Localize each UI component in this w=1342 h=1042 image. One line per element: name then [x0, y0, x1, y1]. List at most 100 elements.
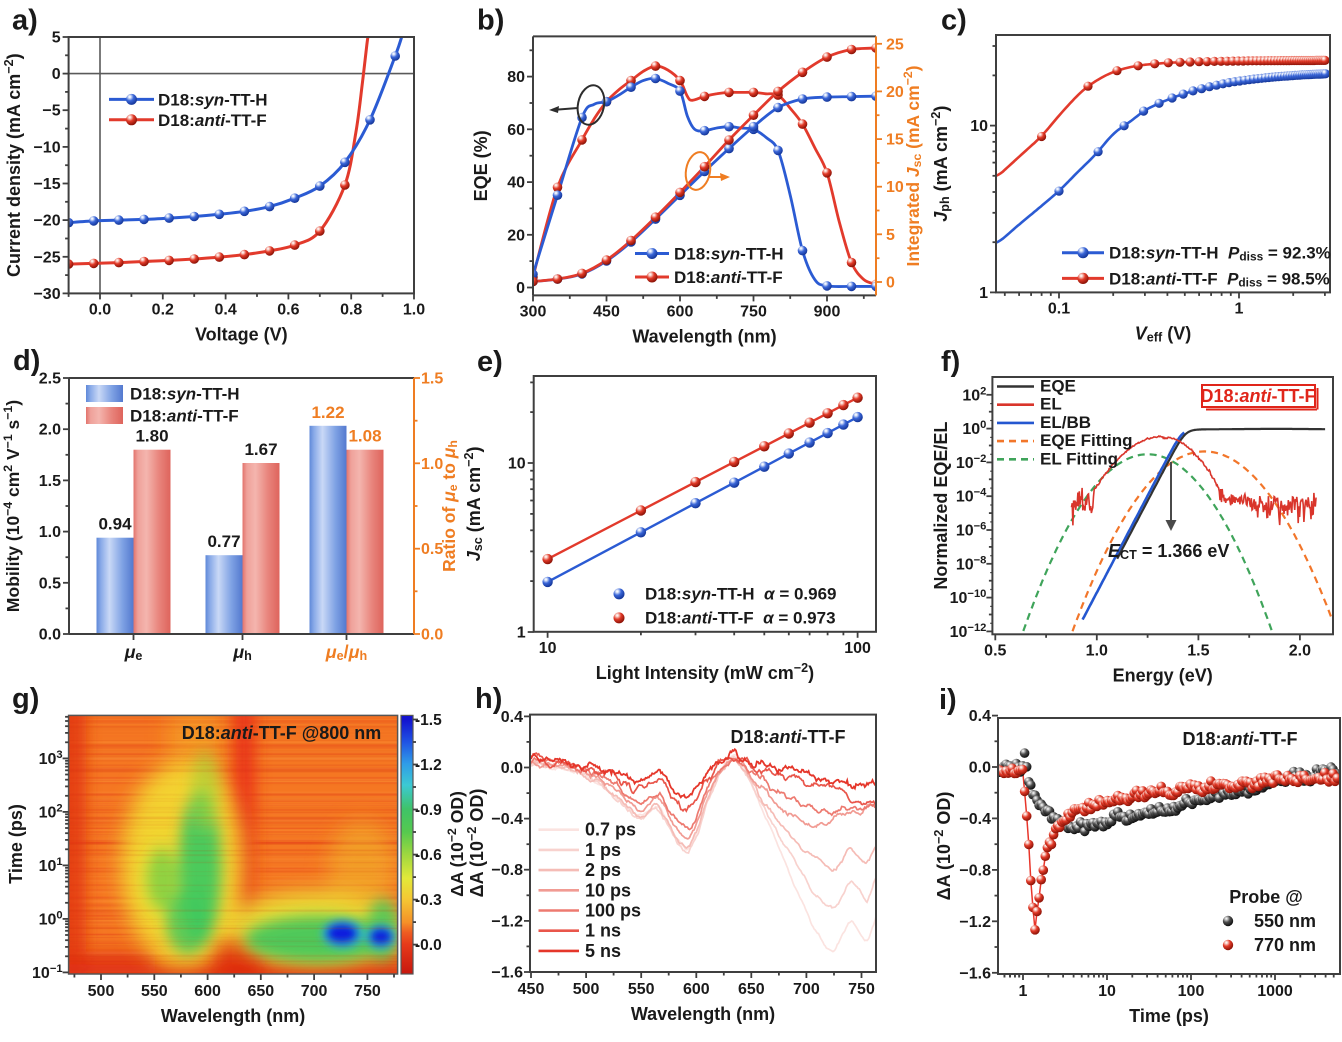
svg-text:D18:syn-TT-H: D18:syn-TT-H [130, 385, 240, 404]
svg-text:1.5: 1.5 [39, 473, 61, 490]
svg-text:μe: μe [124, 642, 143, 663]
svg-text:550: 550 [628, 981, 655, 998]
svg-text:0.6: 0.6 [277, 301, 299, 318]
svg-text:10: 10 [539, 640, 557, 657]
svg-text:D18:anti-TT-F @800 nm: D18:anti-TT-F @800 nm [182, 723, 382, 743]
svg-text:D18:syn-TT-H: D18:syn-TT-H [158, 90, 268, 109]
svg-text:650: 650 [247, 983, 274, 1000]
svg-text:1.80: 1.80 [135, 427, 168, 446]
svg-text:-0.3: -0.3 [415, 892, 442, 909]
svg-text:Jsc (mA cm−2): Jsc (mA cm−2) [462, 447, 485, 562]
svg-text:80: 80 [507, 69, 525, 86]
svg-text:0.4: 0.4 [501, 709, 523, 726]
svg-text:0.0: 0.0 [39, 627, 61, 644]
svg-text:750: 750 [354, 983, 381, 1000]
svg-text:D18:anti-TT-F α = 0.973: D18:anti-TT-F α = 0.973 [645, 609, 836, 628]
svg-text:Voltage (V): Voltage (V) [195, 324, 288, 344]
svg-text:2 ps: 2 ps [585, 860, 621, 880]
svg-text:EQE Fitting: EQE Fitting [1040, 431, 1133, 450]
svg-text:650: 650 [738, 981, 765, 998]
svg-text:40: 40 [507, 175, 525, 192]
svg-text:b): b) [477, 5, 504, 37]
svg-text:600: 600 [667, 303, 694, 320]
svg-text:1.0: 1.0 [39, 524, 61, 541]
svg-text:20: 20 [886, 84, 904, 101]
svg-text:−1.2: −1.2 [491, 913, 523, 930]
svg-text:Mobility (10−4 cm2 V−1 s−1): Mobility (10−4 cm2 V−1 s−1) [1, 400, 23, 612]
svg-text:D18:anti-TT-F: D18:anti-TT-F [158, 111, 267, 130]
svg-text:-0.6: -0.6 [415, 847, 442, 864]
svg-text:500: 500 [88, 983, 115, 1000]
svg-text:600: 600 [683, 981, 710, 998]
svg-text:0.4: 0.4 [969, 708, 991, 725]
svg-text:1: 1 [1235, 300, 1244, 317]
svg-text:300: 300 [520, 303, 547, 320]
svg-text:−0.8: −0.8 [959, 862, 991, 879]
svg-text:c): c) [941, 5, 967, 37]
svg-text:Time (ps): Time (ps) [1129, 1006, 1209, 1026]
svg-text:0: 0 [52, 66, 61, 83]
svg-text:10: 10 [970, 118, 988, 135]
svg-text:Veff (V): Veff (V) [1135, 323, 1191, 344]
svg-text:700: 700 [301, 983, 328, 1000]
svg-text:Light Intensity (mW cm−2): Light Intensity (mW cm−2) [596, 661, 814, 683]
svg-text:Energy (eV): Energy (eV) [1113, 665, 1213, 685]
svg-text:0.5: 0.5 [421, 541, 443, 558]
svg-text:750: 750 [740, 303, 767, 320]
svg-text:EL/BB: EL/BB [1040, 413, 1091, 432]
svg-text:1: 1 [1019, 983, 1028, 1000]
svg-text:−0.4: −0.4 [959, 811, 991, 828]
svg-text:-1.2: -1.2 [415, 757, 442, 774]
svg-text:−25: −25 [33, 249, 60, 266]
svg-text:0.94: 0.94 [98, 515, 132, 534]
svg-text:Current density (mA cm−2): Current density (mA cm−2) [2, 53, 24, 277]
svg-text:-0.9: -0.9 [415, 802, 442, 819]
svg-text:0.8: 0.8 [340, 301, 362, 318]
svg-text:−15: −15 [33, 176, 60, 193]
svg-text:g): g) [12, 683, 39, 715]
svg-text:1.08: 1.08 [348, 427, 381, 446]
svg-text:−0.4: −0.4 [491, 811, 523, 828]
svg-text:2.5: 2.5 [39, 371, 61, 388]
svg-text:ΔA (10−2 OD): ΔA (10−2 OD) [445, 791, 467, 897]
svg-text:900: 900 [814, 303, 841, 320]
svg-text:5: 5 [52, 30, 61, 47]
svg-text:1.5: 1.5 [1187, 642, 1209, 659]
svg-text:25: 25 [886, 36, 904, 53]
svg-text:ECT = 1.366 eV: ECT = 1.366 eV [1108, 541, 1229, 562]
svg-text:10: 10 [886, 179, 904, 196]
svg-text:Integrated Jsc (mA cm−2): Integrated Jsc (mA cm−2) [901, 65, 924, 266]
svg-text:0: 0 [516, 280, 525, 297]
svg-text:0.0: 0.0 [969, 760, 991, 777]
svg-text:700: 700 [793, 981, 820, 998]
svg-text:D18:anti-TT-F: D18:anti-TT-F [1182, 729, 1297, 749]
svg-text:1 ns: 1 ns [585, 921, 621, 941]
svg-text:EQE: EQE [1040, 377, 1076, 396]
svg-text:-0.0: -0.0 [415, 937, 442, 954]
svg-text:450: 450 [518, 981, 545, 998]
svg-text:D18:syn-TT-H Pdiss = 92.3%: D18:syn-TT-H Pdiss = 92.3% [1109, 244, 1331, 264]
svg-text:EL: EL [1040, 395, 1062, 414]
svg-text:D18:anti-TT-F Pdiss = 98.5%: D18:anti-TT-F Pdiss = 98.5% [1109, 269, 1330, 289]
svg-text:Wavelength (nm): Wavelength (nm) [632, 326, 776, 346]
svg-text:550: 550 [141, 983, 168, 1000]
svg-text:0.0: 0.0 [421, 627, 443, 644]
svg-text:D18:anti-TT-F: D18:anti-TT-F [674, 268, 783, 287]
svg-text:1: 1 [517, 625, 526, 642]
svg-text:Jph (mA cm−2): Jph (mA cm−2) [929, 106, 952, 222]
svg-text:1.22: 1.22 [311, 403, 344, 422]
svg-text:2.0: 2.0 [39, 422, 61, 439]
svg-text:1000: 1000 [1257, 983, 1293, 1000]
svg-text:1.0: 1.0 [1086, 642, 1108, 659]
svg-text:100: 100 [1178, 983, 1205, 1000]
svg-text:5 ns: 5 ns [585, 941, 621, 961]
svg-text:−1.2: −1.2 [959, 914, 991, 931]
svg-text:Ratio of μe to μh: Ratio of μe to μh [439, 440, 460, 572]
svg-text:e): e) [477, 346, 503, 378]
svg-text:5: 5 [886, 227, 895, 244]
svg-text:D18:syn-TT-H: D18:syn-TT-H [674, 245, 784, 264]
svg-text:Wavelength (nm): Wavelength (nm) [631, 1004, 775, 1024]
svg-text:μe/μh: μe/μh [325, 642, 367, 663]
svg-text:20: 20 [507, 227, 525, 244]
svg-text:0.0: 0.0 [89, 301, 111, 318]
